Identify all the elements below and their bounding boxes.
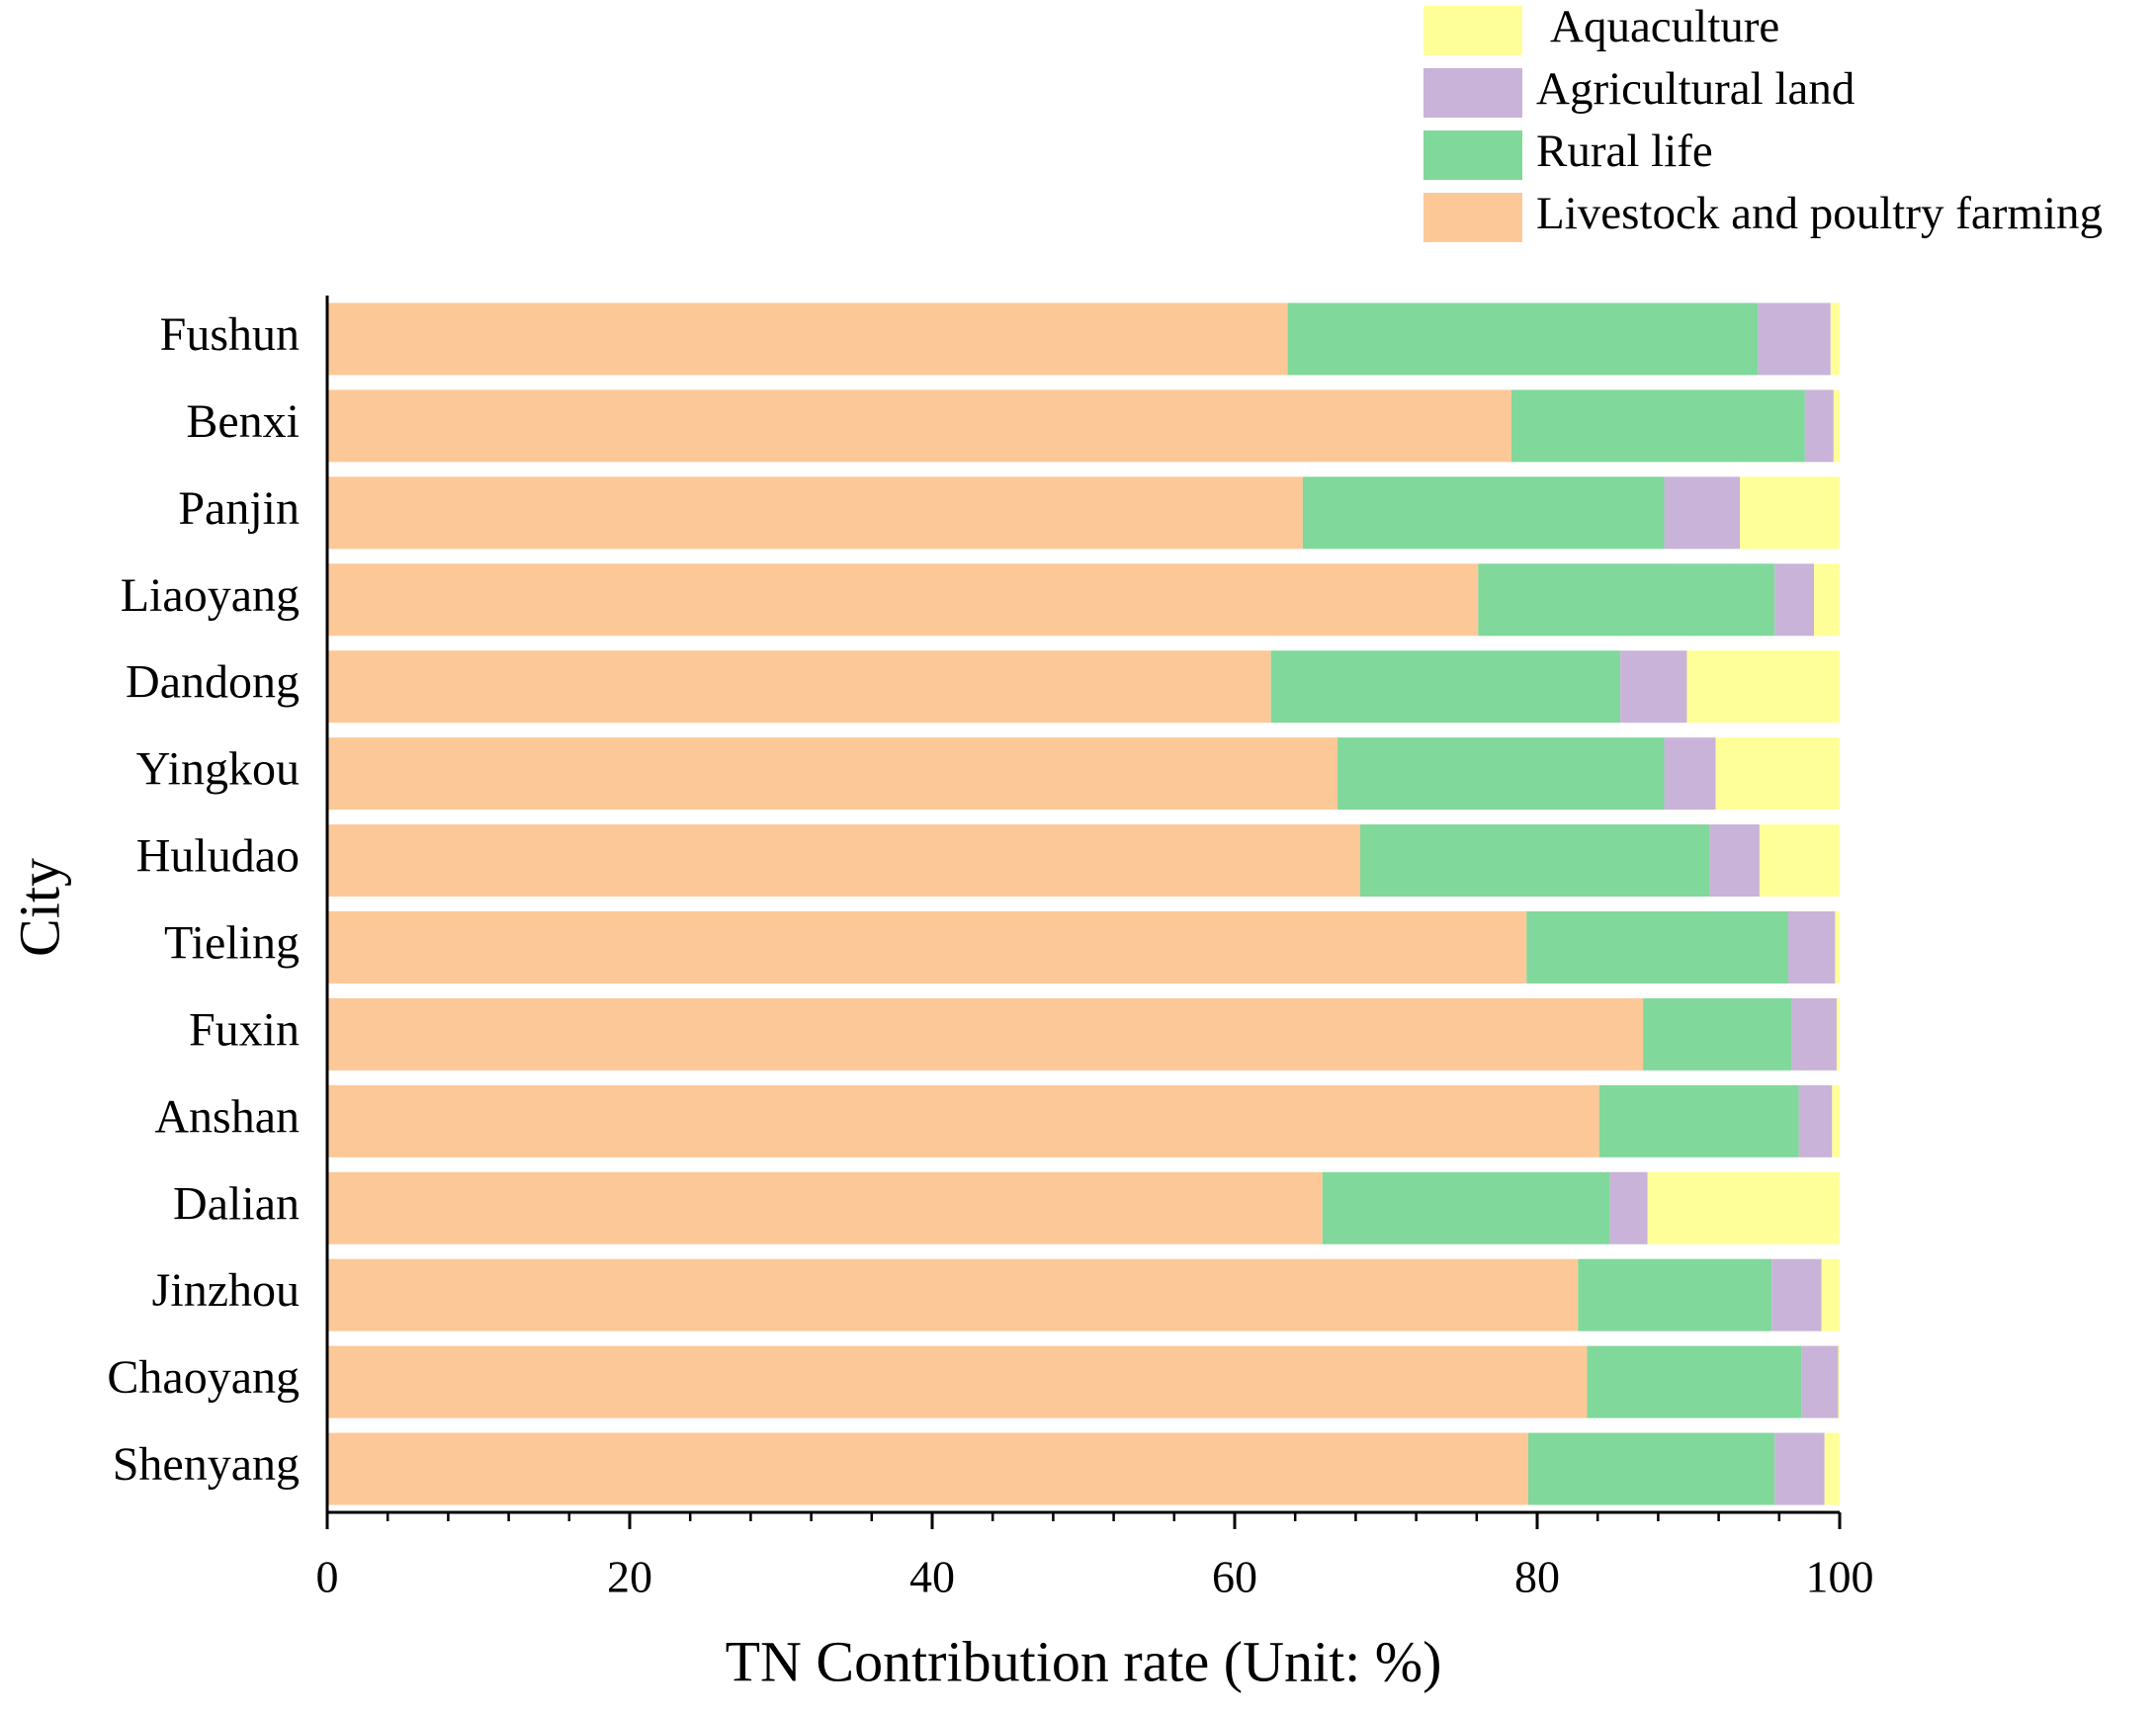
bar-segment <box>327 650 1271 724</box>
y-tick-label: Anshan <box>154 1090 300 1143</box>
x-tick-label: 60 <box>1212 1552 1257 1602</box>
bar-segment <box>327 1432 1528 1505</box>
y-axis-label: City <box>7 858 71 957</box>
bar-segment <box>1787 910 1836 984</box>
bar-segment <box>1359 824 1710 898</box>
bar-segment <box>327 1258 1579 1331</box>
bar-segment <box>1830 302 1840 376</box>
bar-segment <box>1664 476 1741 550</box>
bar-segment <box>1774 1432 1825 1505</box>
legend-label: Rural life <box>1536 126 1713 177</box>
bar-segment <box>1587 1345 1802 1418</box>
bar-segment <box>1709 824 1760 898</box>
y-tick-label: Tieling <box>164 916 300 969</box>
y-tick-label: Dandong <box>126 656 300 709</box>
bar-segment <box>327 824 1360 898</box>
bar-segment <box>1302 476 1665 550</box>
x-tick-label: 0 <box>316 1552 339 1602</box>
bar-segment <box>1804 389 1834 463</box>
bar-segment <box>1664 737 1716 811</box>
bar-segment <box>327 997 1644 1071</box>
bar-segment <box>327 737 1338 811</box>
bar-segment <box>1715 737 1840 811</box>
bar-segment <box>1740 476 1840 550</box>
bar-segment <box>1527 1432 1775 1505</box>
y-tick-label: Huludao <box>136 830 300 883</box>
bar-segment <box>1821 1258 1840 1331</box>
bar-segment <box>1801 1345 1839 1418</box>
bar-segment <box>1759 824 1840 898</box>
bar-segment <box>1620 650 1687 724</box>
legend-swatch <box>1423 130 1522 180</box>
bar-segment <box>327 1084 1599 1158</box>
bar-segment <box>1833 389 1840 463</box>
x-tick-label: 100 <box>1806 1552 1874 1602</box>
bar-segment <box>1598 1084 1799 1158</box>
bar-segment <box>1824 1432 1840 1505</box>
bar-segment <box>1758 302 1831 376</box>
bar-segment <box>1771 1258 1822 1331</box>
bar-segment <box>1791 997 1837 1071</box>
y-tick-label: Shenyang <box>113 1438 300 1491</box>
bar-segment <box>327 1171 1323 1244</box>
bar-segment <box>1526 910 1788 984</box>
bar-segment <box>1643 997 1792 1071</box>
bar-segment <box>1647 1171 1840 1244</box>
y-tick-label: Chaoyang <box>107 1351 300 1404</box>
bar-segment <box>327 1345 1588 1418</box>
legend-label: Agricultural land <box>1536 63 1854 115</box>
bar-segment <box>1578 1258 1772 1331</box>
bar-segment <box>1287 302 1759 376</box>
bar-segment <box>1774 563 1814 637</box>
bar-segment <box>1337 737 1665 811</box>
bar-segment <box>327 389 1511 463</box>
y-tick-label: Fushun <box>160 308 300 361</box>
bar-segment <box>1838 1345 1840 1418</box>
x-axis-label: TN Contribution rate (Unit: %) <box>726 1629 1442 1693</box>
bar-segment <box>327 563 1479 637</box>
x-tick-label: 40 <box>909 1552 955 1602</box>
y-tick-label: Benxi <box>186 395 300 448</box>
bar-segment <box>1836 997 1840 1071</box>
bar-segment <box>327 302 1288 376</box>
bar-segment <box>1510 389 1805 463</box>
y-tick-label: Yingkou <box>136 743 300 796</box>
bar-segment <box>1270 650 1621 724</box>
x-tick-label: 80 <box>1514 1552 1560 1602</box>
legend-swatch <box>1423 68 1522 118</box>
legend-label: Aquaculture <box>1550 1 1779 52</box>
y-tick-label: Jinzhou <box>152 1264 300 1317</box>
y-tick-label: Panjin <box>178 482 300 535</box>
bar-segment <box>1609 1171 1648 1244</box>
bar-segment <box>1322 1171 1610 1244</box>
y-tick-label: Fuxin <box>189 1003 300 1056</box>
bar-segment <box>1835 910 1840 984</box>
bar-segment <box>327 476 1303 550</box>
legend-label: Livestock and poultry farming <box>1536 188 2103 239</box>
bar-segment <box>1478 563 1775 637</box>
legend-swatch <box>1423 193 1522 242</box>
legend-swatch <box>1423 6 1522 55</box>
bar-segment <box>1686 650 1840 724</box>
bar-segment <box>1832 1084 1840 1158</box>
bar-segment <box>1798 1084 1833 1158</box>
bar-segment <box>1813 563 1840 637</box>
y-tick-label: Dalian <box>173 1177 300 1230</box>
y-tick-label: Liaoyang <box>121 569 300 622</box>
x-tick-label: 20 <box>607 1552 652 1602</box>
bar-segment <box>327 910 1527 984</box>
